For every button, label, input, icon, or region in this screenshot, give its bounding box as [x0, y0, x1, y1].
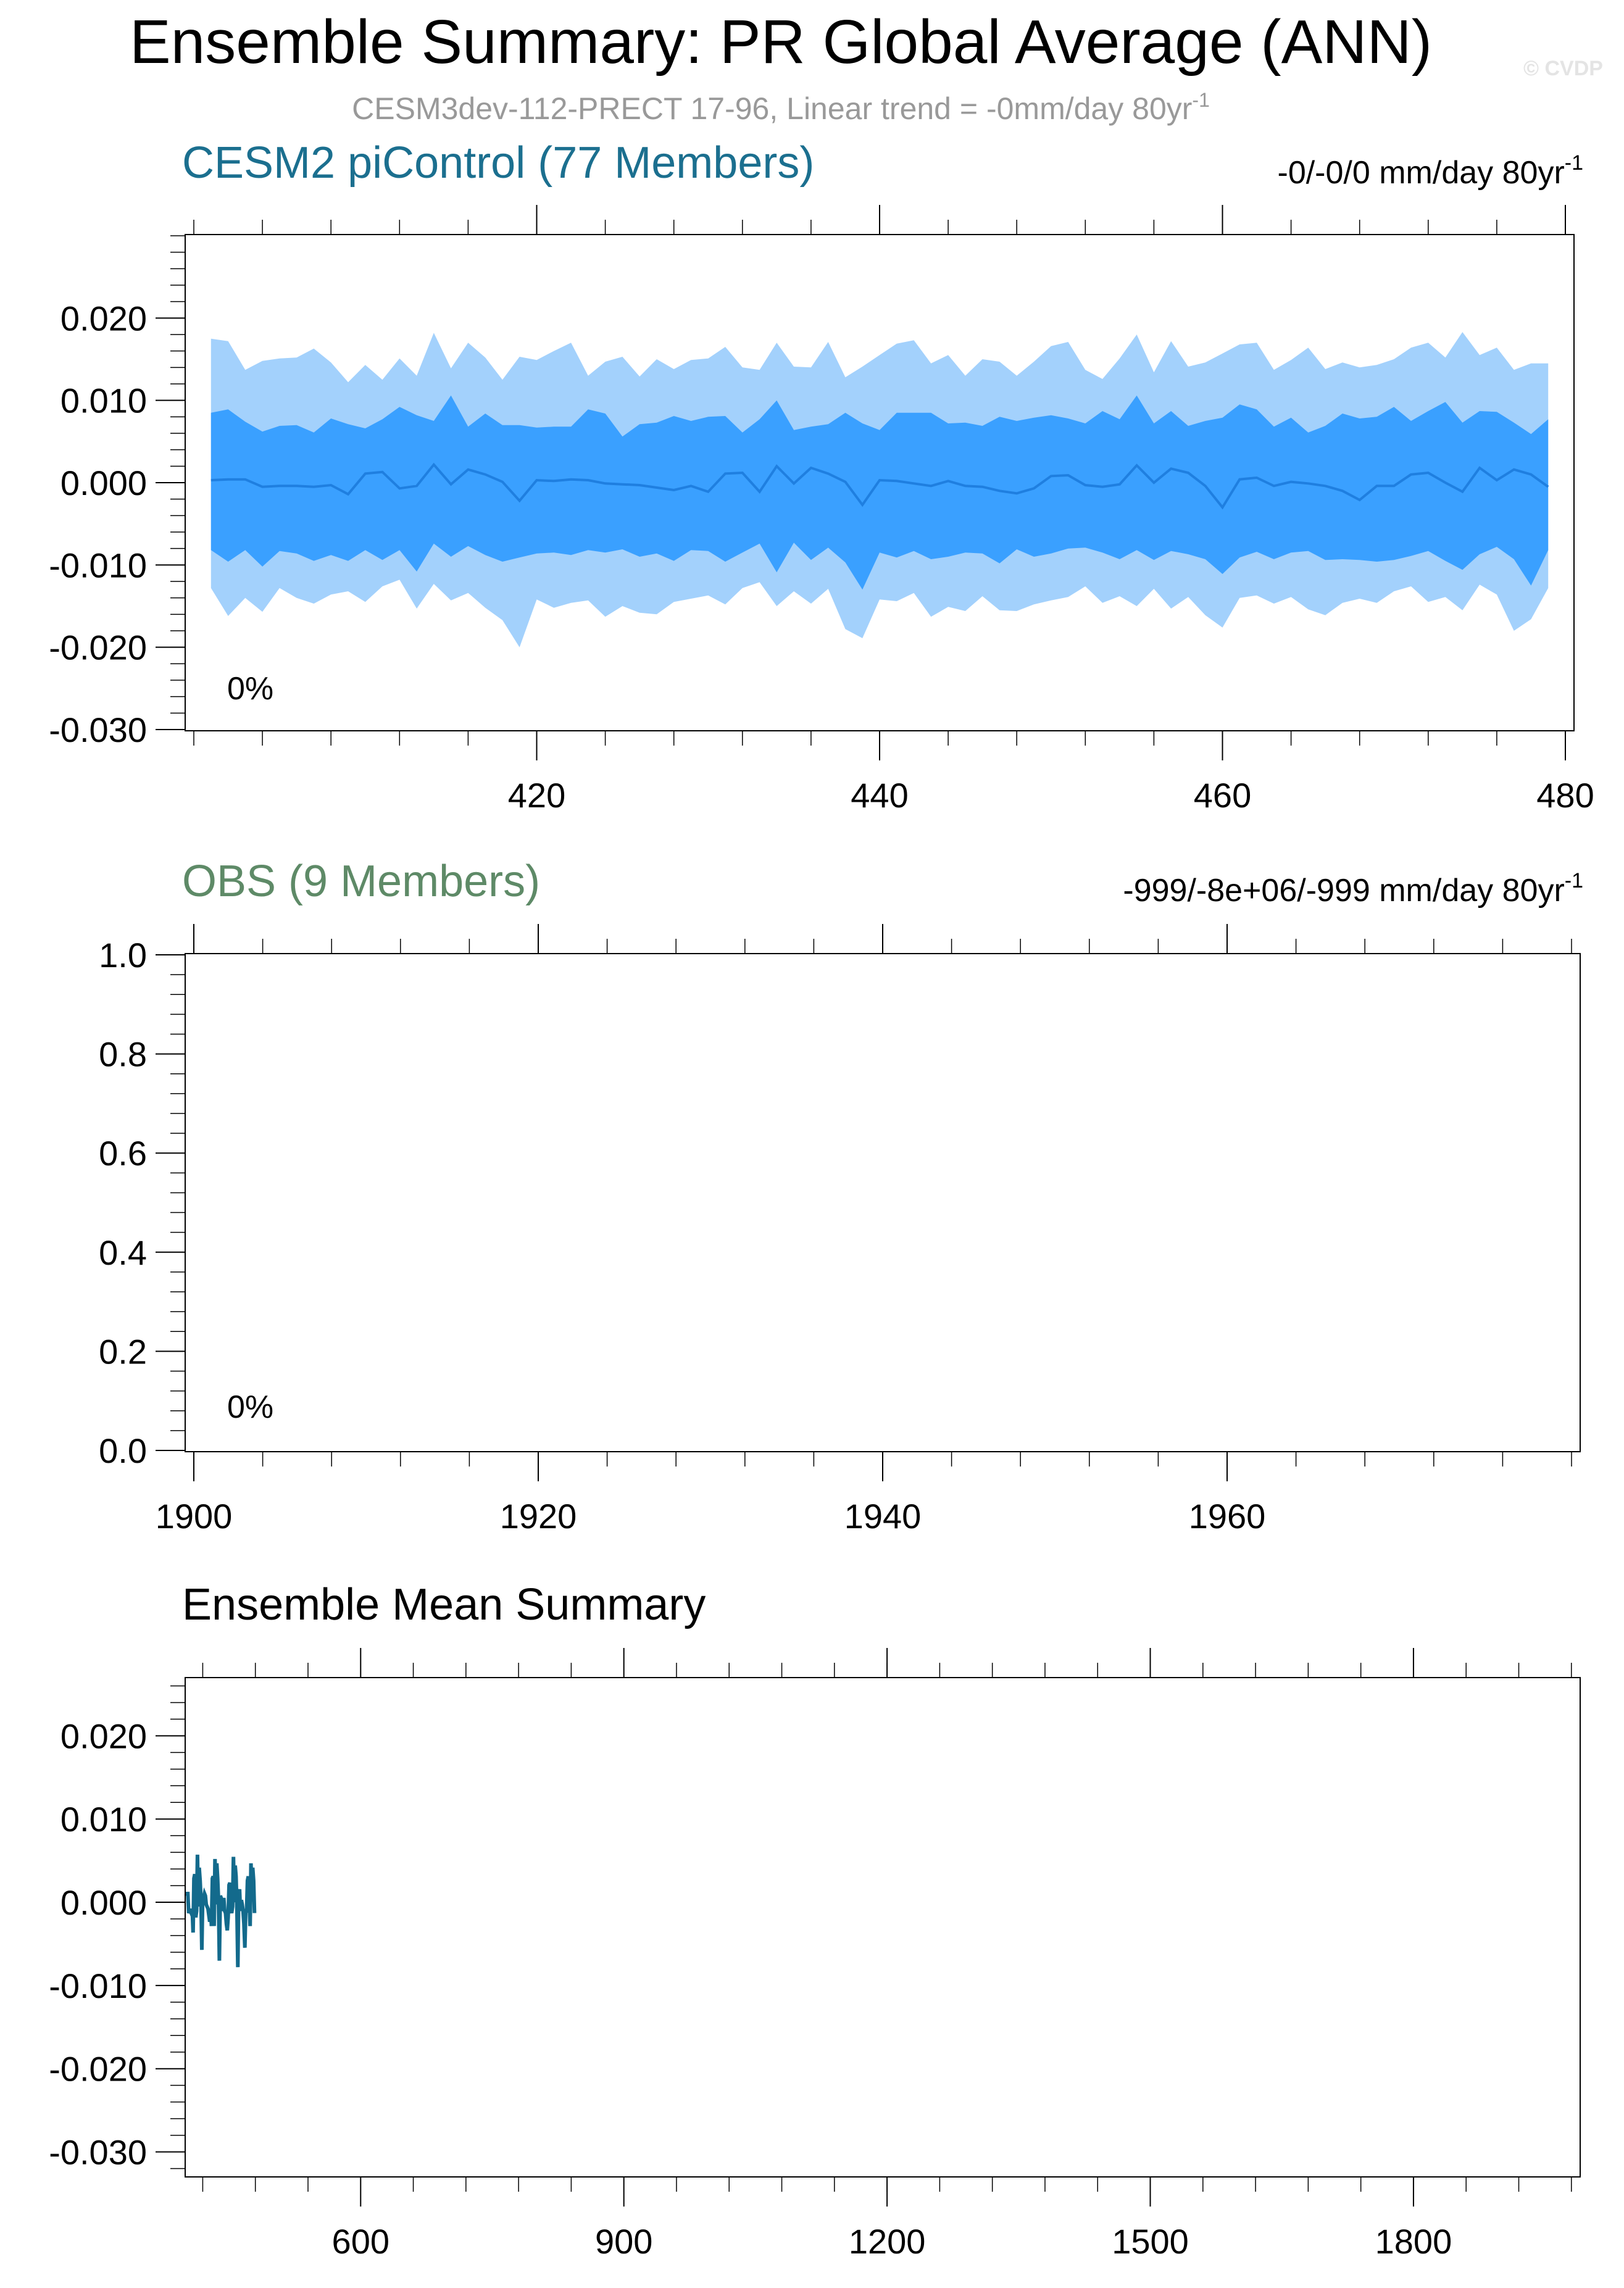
- ensemble-mean-line: [210, 462, 1549, 510]
- x-tick-label: 440: [851, 776, 908, 815]
- x-tick-label: 480: [1536, 776, 1594, 815]
- y-tick-label: -0.030: [49, 710, 147, 749]
- x-tick-label: 1800: [1375, 2222, 1452, 2261]
- y-tick-label: 0.2: [99, 1332, 147, 1371]
- figure-title: Ensemble Summary: PR Global Average (ANN…: [130, 7, 1432, 77]
- y-tick-label: 0.020: [60, 299, 147, 338]
- x-tick-label: 1960: [1189, 1497, 1266, 1536]
- x-tick-label: 1900: [156, 1497, 233, 1536]
- panel-obs: OBS (9 Members) -999/-8e+06/-999 mm/day …: [99, 857, 1583, 1536]
- panel-ensemble-title: Ensemble Mean Summary: [182, 1580, 706, 1629]
- y-tick-label: 0.010: [60, 381, 147, 420]
- y-tick-label: 1.0: [99, 936, 147, 975]
- panel-ensemble-frame: [185, 1677, 1581, 2178]
- y-tick-label: -0.030: [49, 2133, 147, 2172]
- x-tick-label: 420: [508, 776, 565, 815]
- watermark: © CVDP: [1523, 57, 1603, 80]
- panel-model: CESM2 piControl (77 Members) -0/-0/0 mm/…: [49, 138, 1594, 815]
- y-tick-label: 0.6: [99, 1134, 147, 1173]
- y-tick-label: -0.010: [49, 546, 147, 584]
- y-tick-label: 0.000: [60, 1883, 147, 1922]
- x-tick-label: 460: [1194, 776, 1251, 815]
- x-tick-label: 1500: [1112, 2222, 1189, 2261]
- y-tick-label: 0.8: [99, 1035, 147, 1074]
- panel-obs-annotation: 0%: [227, 1389, 273, 1425]
- panel-obs-title: OBS (9 Members): [182, 857, 540, 906]
- x-tick-label: 1200: [849, 2222, 926, 2261]
- y-tick-label: 0.010: [60, 1800, 147, 1839]
- y-tick-label: 0.4: [99, 1233, 147, 1272]
- y-tick-label: -0.010: [49, 1966, 147, 2005]
- panel-model-trend: -0/-0/0 mm/day 80yr-1: [1278, 151, 1584, 191]
- inner-spread-band: [210, 395, 1549, 590]
- y-tick-label: -0.020: [49, 628, 147, 667]
- panel-obs-trend: -999/-8e+06/-999 mm/day 80yr-1: [1123, 869, 1583, 909]
- panel-model-title: CESM2 piControl (77 Members): [182, 138, 814, 188]
- y-tick-label: 0.000: [60, 464, 147, 502]
- x-tick-label: 1920: [500, 1497, 577, 1536]
- x-tick-label: 1940: [844, 1497, 922, 1536]
- y-tick-label: 0.020: [60, 1716, 147, 1755]
- ensemble-mean-summary-line: [184, 1854, 257, 1968]
- y-tick-label: 0.0: [99, 1431, 147, 1470]
- x-tick-label: 600: [332, 2222, 389, 2261]
- figure-subtitle: CESM3dev-112-PRECT 17-96, Linear trend =…: [352, 89, 1210, 126]
- panel-model-annotation: 0%: [227, 671, 273, 707]
- x-tick-label: 900: [595, 2222, 652, 2261]
- panel-ensemble-mean: Ensemble Mean Summary -0.030 -0.020 -0.010…: [49, 1580, 1581, 2261]
- panel-obs-frame: [185, 953, 1581, 1452]
- y-tick-label: -0.020: [49, 2050, 147, 2089]
- panel-model-frame: [185, 234, 1575, 731]
